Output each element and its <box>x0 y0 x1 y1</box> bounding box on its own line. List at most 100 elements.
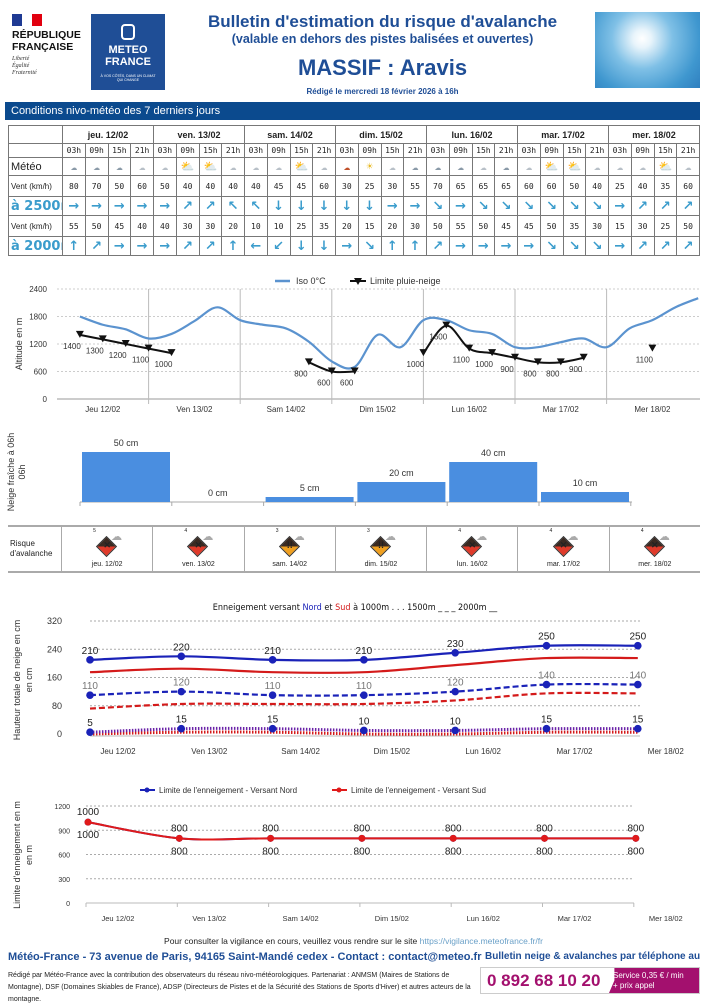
snow-limit-label: 1000 <box>77 830 100 841</box>
y-axis-label: Altitude en m <box>14 318 24 371</box>
header: Bulletin d'estimation du risque d'avalan… <box>170 12 595 96</box>
rain-snow-point <box>511 353 519 361</box>
x-tick-label: Ven 13/02 <box>191 747 228 756</box>
rain-snow-point <box>98 335 107 343</box>
wind-arrow-NE-icon: ↗ <box>676 236 700 256</box>
bar-value-label: 0 cm <box>208 488 228 498</box>
x-tick-label: Ven 13/02 <box>176 405 213 414</box>
rain-snow-point <box>579 353 588 361</box>
snow-limit-label: 800 <box>171 846 188 857</box>
snow-depth-label: 250 <box>538 632 555 643</box>
snow-limit-label: 800 <box>445 846 462 857</box>
risk-mark-icon: ✕ <box>559 540 568 550</box>
risk-label: Risque d'avalanche <box>8 527 62 571</box>
x-tick-label: Jeu 12/02 <box>100 747 136 756</box>
rain-snow-label: 1100 <box>453 356 471 365</box>
rain-snow-label: 800 <box>546 369 560 378</box>
vigilance-link[interactable]: https://vigilance.meteofrance.fr/fr <box>419 936 543 946</box>
title-part: à 1000m . . . 1500m _ _ _ 2000m __ <box>351 603 499 613</box>
republique-francaise-logo: RÉPUBLIQUE FRANÇAISE Liberté Égalité Frate… <box>12 14 87 77</box>
flag-icon <box>12 14 42 26</box>
x-tick-label: Mer 18/02 <box>634 405 671 414</box>
snow-depth-point <box>451 726 460 735</box>
mf-line1: METEO <box>108 44 148 56</box>
y-tick-label: 900 <box>58 828 70 835</box>
snow-limit-point <box>84 818 92 826</box>
snow-limit-point <box>358 834 366 842</box>
wind-arrow-SE-icon: ↘ <box>539 236 564 256</box>
risk-day: lun. 16/02 <box>456 561 488 568</box>
x-tick-label: Ven 13/02 <box>192 914 226 923</box>
dir-2500-row: à 2500m→→→→→↗↗↖↖↓↓↓↓↓→→↘→↘↘↘↘↘↘→↗↗↗ <box>8 196 700 216</box>
snow-limit-point <box>541 834 548 842</box>
y-tick-label: 600 <box>58 853 70 860</box>
title-part: et <box>322 603 335 613</box>
risk-cell: 4 ☁ ✕ mar. 17/02 <box>518 527 610 571</box>
snow-depth-label: 5 <box>87 718 93 729</box>
snow-bar <box>265 497 354 502</box>
risk-mark-icon: ✕ <box>651 540 659 550</box>
x-tick-label: Lun 16/02 <box>467 914 500 923</box>
snow-bar <box>541 492 629 502</box>
snow-depth-point <box>86 656 94 664</box>
x-tick-label: Mar 17/02 <box>556 747 593 756</box>
y-tick-label: 300 <box>58 877 70 884</box>
phone-number[interactable]: 0 892 68 10 20 <box>487 971 601 990</box>
rain-snow-point <box>167 349 176 357</box>
cloud-icon: ☁ <box>384 531 396 543</box>
snow-bar <box>82 452 170 502</box>
snow-depth-point <box>360 656 368 664</box>
wind-speed: 60 <box>676 175 700 197</box>
rain-snow-point <box>304 358 313 366</box>
section-banner: Conditions nivo-météo des 7 derniers jou… <box>5 102 700 120</box>
y-axis-label: Hauteur totale de neige en cm <box>12 620 22 741</box>
snow-limit-label: 800 <box>445 823 462 834</box>
risk-day: sam. 14/02 <box>272 561 308 568</box>
y-tick-label: 0 <box>43 395 48 404</box>
x-tick-label: Dim 15/02 <box>374 747 411 756</box>
risk-level: 4 <box>184 528 188 534</box>
risk-level: 3 <box>366 528 370 534</box>
dir-2000-row: à 2000m↑↗→→→↗↗↑←↙↓↓→↘↑↑↗→→→→↘↘↘→↗↗↗ <box>8 236 700 256</box>
snow-depth-label: 10 <box>358 716 370 727</box>
risk-mark-icon: ✕ <box>194 540 203 550</box>
risk-mark-icon: ✕ <box>468 540 477 550</box>
y-axis-label: Limite d'enneigement en m <box>12 801 22 909</box>
snow-limit-label: 800 <box>262 846 279 857</box>
legend-sud: Limite de l'enneigement - Versant Sud <box>351 786 486 795</box>
risk-level: 4 <box>640 528 644 534</box>
snow-depth-line <box>89 656 638 674</box>
snow-bar <box>449 462 538 502</box>
bar-value-label: 50 cm <box>114 438 139 448</box>
snow-limit-label: 800 <box>262 823 279 834</box>
snow-limit-point <box>175 834 183 842</box>
snow-icon: ☁ <box>62 157 86 176</box>
redaction-date: Rédigé le mercredi 18 février 2026 à 16h <box>306 87 459 96</box>
cloud-icon: ☁ <box>202 531 214 543</box>
risk-mark-icon: ✕ <box>103 540 111 550</box>
snow-depth-label: 120 <box>447 678 464 689</box>
mf-tagline: À VOS CÔTÉS, DANS UN CLIMAT QUI CHANGE <box>100 74 156 82</box>
snow-limit-label: 1000 <box>77 807 100 818</box>
snow-limit-point <box>267 834 275 842</box>
y-tick-label: 0 <box>66 901 70 908</box>
legend-rain-snow: Limite pluie-neige <box>370 276 441 286</box>
x-tick-label: Mer 18/02 <box>649 914 683 923</box>
bar-value-label: 40 cm <box>481 448 506 458</box>
risk-level: 4 <box>458 528 462 534</box>
snow-depth-point <box>177 652 186 661</box>
x-tick-label: Jeu 12/02 <box>85 405 121 414</box>
rain-snow-label: 1200 <box>109 351 127 360</box>
x-tick-label: Jeu 12/02 <box>102 914 135 923</box>
risk-day: mar. 17/02 <box>547 561 581 568</box>
x-tick-label: Lun 16/02 <box>465 747 501 756</box>
bar-value-label: 20 cm <box>389 468 414 478</box>
snow-limit-label: 800 <box>536 823 553 834</box>
x-tick-label: Dim 15/02 <box>359 405 396 414</box>
snow-depth-point <box>268 724 277 733</box>
rain-snow-label: 900 <box>500 365 514 374</box>
service-line1: Service 0,35 € / min <box>613 971 684 980</box>
snow-limit-label: 800 <box>627 823 644 834</box>
x-tick-label: Sam 14/02 <box>267 405 306 414</box>
